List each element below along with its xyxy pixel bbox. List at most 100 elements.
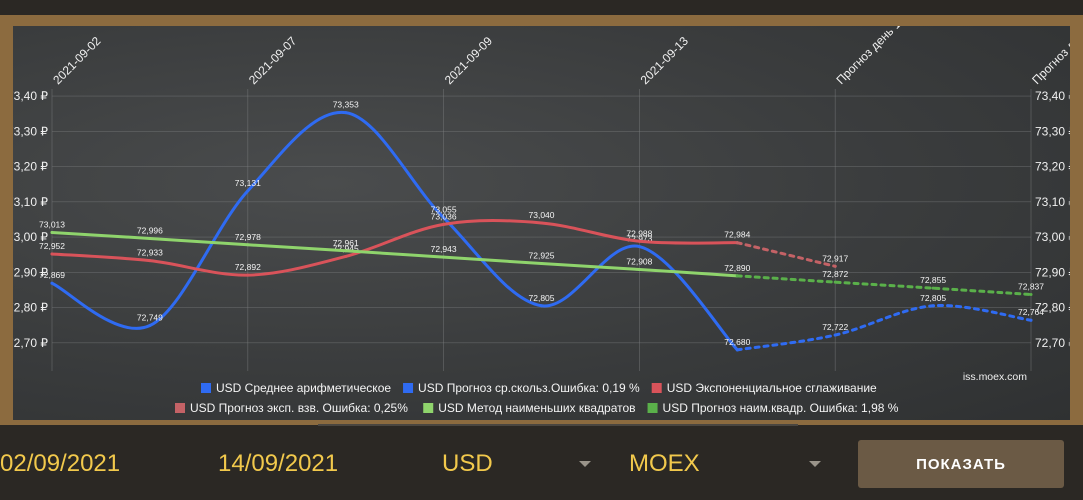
- data-label: 72,908: [626, 256, 652, 266]
- data-point: [637, 239, 641, 243]
- controls-bar: 02/09/2021 14/09/2021 USD MOEX ПОКАЗАТЬ: [0, 428, 1083, 500]
- data-point: [442, 255, 446, 259]
- data-point: [1029, 293, 1033, 297]
- source-chevron-down-icon[interactable]: [809, 461, 821, 467]
- data-label: 72,917: [822, 253, 848, 263]
- source-select[interactable]: MOEX: [629, 450, 700, 477]
- data-point: [637, 267, 641, 271]
- show-button[interactable]: ПОКАЗАТЬ: [858, 440, 1064, 488]
- data-label: 72,973: [626, 234, 652, 244]
- data-label: 73,055: [431, 205, 457, 215]
- data-point: [148, 259, 152, 263]
- data-point: [637, 245, 641, 249]
- x-tick-label: 2021-09-09: [442, 34, 496, 88]
- data-point: [344, 254, 348, 258]
- data-label: 72,945: [333, 243, 359, 253]
- y-tick-label-left: 73,00 ₽: [13, 230, 48, 244]
- data-label: 72,925: [529, 250, 555, 260]
- data-point: [931, 286, 935, 290]
- data-point: [50, 252, 54, 256]
- y-tick-label-right: 73,20 ₽: [1035, 160, 1070, 174]
- y-tick-label-right: 72,70 ₽: [1035, 336, 1070, 350]
- y-tick-label-left: 72,70 ₽: [13, 336, 48, 350]
- data-label: 72,952: [39, 241, 65, 251]
- data-label: 72,869: [39, 270, 65, 280]
- data-label: 72,988: [626, 228, 652, 238]
- data-label: 72,996: [137, 225, 163, 235]
- data-label: 72,984: [724, 230, 750, 240]
- data-label: 72,890: [724, 263, 750, 273]
- legend-label: USD Экспоненциальное сглаживание: [667, 381, 877, 395]
- y-tick-label-left: 72,80 ₽: [13, 301, 48, 315]
- data-label: 73,040: [529, 210, 555, 220]
- data-label: 72,680: [724, 337, 750, 347]
- y-tick-label-left: 72,90 ₽: [13, 265, 48, 279]
- data-label: 72,764: [1018, 307, 1044, 317]
- data-point: [344, 111, 348, 115]
- series-line-2: [50, 219, 739, 277]
- legend-label: USD Метод наименьших квадратов: [438, 401, 635, 415]
- data-label: 72,961: [333, 238, 359, 248]
- data-point: [246, 273, 250, 277]
- legend-swatch: [647, 403, 658, 413]
- currency-select[interactable]: USD: [442, 450, 493, 477]
- data-point: [931, 304, 935, 308]
- data-point: [50, 281, 54, 285]
- data-label: 72,805: [529, 293, 555, 303]
- source-label: iss.moex.com: [963, 371, 1027, 383]
- data-point: [442, 222, 446, 226]
- data-point: [246, 243, 250, 247]
- legend-label: USD Прогноз ср.скольз.Ошибка: 0,19 %: [418, 381, 640, 395]
- data-label: 73,013: [39, 219, 65, 229]
- legend-label: USD Среднее арифметическое: [216, 381, 391, 395]
- date-to-input[interactable]: 14/09/2021: [218, 450, 339, 477]
- y-tick-label-right: 72,90 ₽: [1035, 265, 1070, 279]
- legend-swatch: [175, 403, 185, 413]
- series-line-3: [735, 241, 837, 268]
- date-from-input[interactable]: 02/09/2021: [0, 450, 121, 477]
- data-point: [1029, 318, 1033, 322]
- legend-label: USD Прогноз эксп. взв. Ошибка: 0,25%: [190, 401, 408, 415]
- data-point: [735, 241, 739, 245]
- data-point: [344, 249, 348, 253]
- y-tick-label-right: 72,80 ₽: [1035, 301, 1070, 315]
- data-label: 72,933: [137, 248, 163, 258]
- x-tick-label: 2021-09-13: [638, 34, 692, 88]
- data-point: [50, 230, 54, 234]
- data-label: 72,805: [920, 293, 946, 303]
- data-point: [148, 324, 152, 328]
- legend-swatch: [403, 383, 414, 393]
- y-tick-label-right: 73,30 ₽: [1035, 124, 1070, 138]
- data-label: 73,353: [333, 100, 359, 110]
- chart-board: 73,40 ₽ 73,40 ₽ 73,30 ₽ 73,30 ₽ 73,20 ₽ 73,20…: [13, 26, 1070, 420]
- data-point: [540, 261, 543, 265]
- line-chart: 73,40 ₽ 73,40 ₽ 73,30 ₽ 73,30 ₽ 73,20 ₽ 73,20…: [13, 26, 1070, 415]
- series-line-4: [50, 230, 739, 278]
- data-point: [833, 333, 837, 337]
- divider: [318, 424, 798, 426]
- x-tick-label: 2021-09-02: [50, 34, 104, 88]
- data-point: [735, 348, 739, 352]
- data-point: [442, 216, 446, 220]
- data-point: [833, 264, 837, 268]
- x-tick-label: 2021-09-07: [246, 34, 300, 88]
- data-label: 73,036: [431, 211, 457, 221]
- y-tick-label-left: 73,20 ₽: [13, 160, 48, 174]
- data-label: 72,892: [235, 262, 261, 272]
- data-label: 72,722: [822, 322, 848, 332]
- data-label: 72,855: [920, 275, 946, 285]
- y-tick-label-right: 73,00 ₽: [1035, 230, 1070, 244]
- legend-swatch: [201, 383, 211, 393]
- data-point: [246, 189, 250, 193]
- x-tick-label: Прогноз день 3: [1029, 26, 1070, 87]
- x-tick-label: Прогноз день 1: [833, 26, 903, 87]
- data-point: [735, 274, 739, 278]
- data-point: [540, 221, 543, 225]
- series-line-0: [50, 111, 739, 352]
- data-point: [833, 280, 837, 284]
- legend-label: USD Прогноз наим.квадр. Ошибка: 1,98 %: [663, 401, 899, 415]
- currency-chevron-down-icon[interactable]: [579, 461, 591, 467]
- legend-swatch: [651, 383, 662, 393]
- y-tick-label-right: 73,40 ₽: [1035, 89, 1070, 103]
- data-label: 73,131: [235, 178, 261, 188]
